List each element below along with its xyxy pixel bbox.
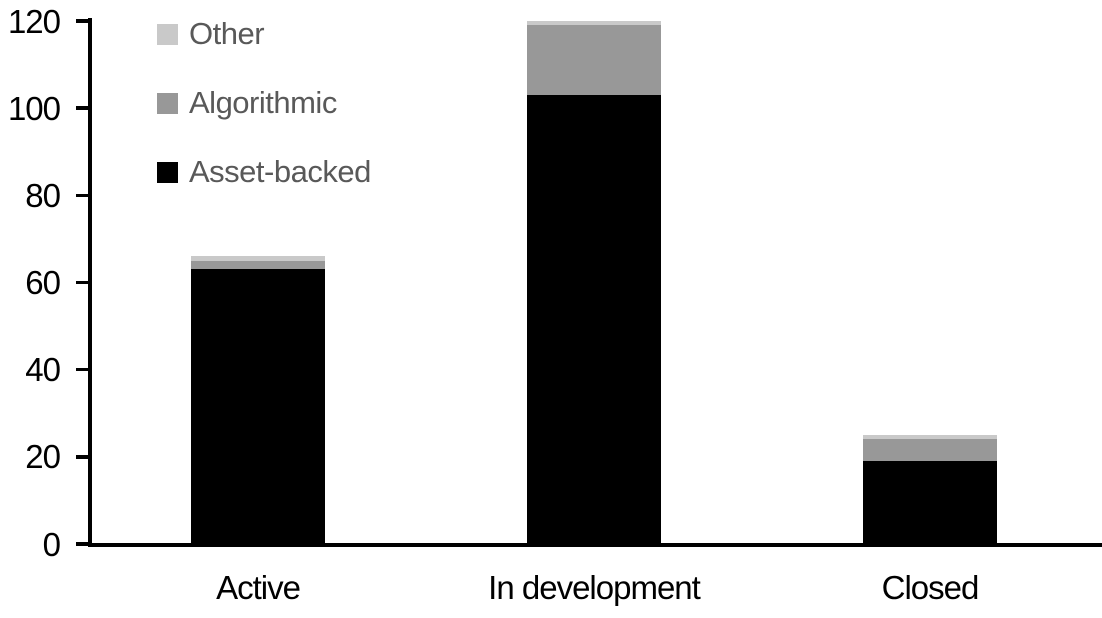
bar-segment-in-development-asset-backed [527, 95, 661, 544]
bar-segment-closed-asset-backed [863, 461, 997, 544]
bar-segment-active-asset-backed [191, 269, 325, 544]
bar-segment-active-algorithmic [191, 260, 325, 270]
legend-label-algorithmic: Algorithmic [189, 85, 337, 120]
legend-item-other: Other [157, 16, 371, 52]
y-axis-tick-label: 0 [42, 525, 61, 563]
legend-item-asset-backed: Asset-backed [157, 154, 371, 190]
bar-segment-closed-other [863, 435, 997, 440]
legend-swatch-algorithmic [157, 92, 178, 114]
y-axis-tick-label: 40 [25, 351, 61, 389]
legend-label-other: Other [189, 16, 265, 51]
x-axis-label-active: Active [216, 569, 301, 606]
bar-segment-closed-algorithmic [863, 439, 997, 462]
y-axis-tick-label: 60 [25, 264, 61, 301]
chart-legend: Other Algorithmic Asset-backed [157, 16, 371, 190]
y-axis-tick-label: 100 [7, 89, 61, 127]
y-axis-tick [76, 106, 90, 110]
bar-segment-in-development-other [527, 21, 661, 26]
bar-segment-in-development-algorithmic [527, 25, 661, 96]
legend-swatch-asset-backed [157, 161, 178, 183]
y-axis-tick [76, 193, 90, 198]
y-axis-tick [76, 542, 90, 546]
y-axis-tick-label: 20 [25, 438, 61, 476]
y-axis-tick-label: 80 [25, 176, 61, 214]
y-axis-tick [76, 280, 90, 285]
legend-label-asset-backed: Asset-backed [189, 154, 371, 189]
y-axis-tick-label: 120 [7, 2, 61, 40]
legend-item-algorithmic: Algorithmic [157, 85, 371, 121]
y-axis-tick [76, 19, 90, 23]
bar-segment-active-other [191, 256, 325, 261]
x-axis-label-in-development: In development [488, 569, 701, 606]
y-axis-tick [76, 455, 90, 459]
x-axis-label-closed: Closed [881, 569, 980, 606]
legend-swatch-other [157, 23, 178, 45]
y-axis-tick [76, 367, 90, 372]
y-axis-line [88, 18, 92, 547]
x-axis-line [88, 543, 1102, 547]
